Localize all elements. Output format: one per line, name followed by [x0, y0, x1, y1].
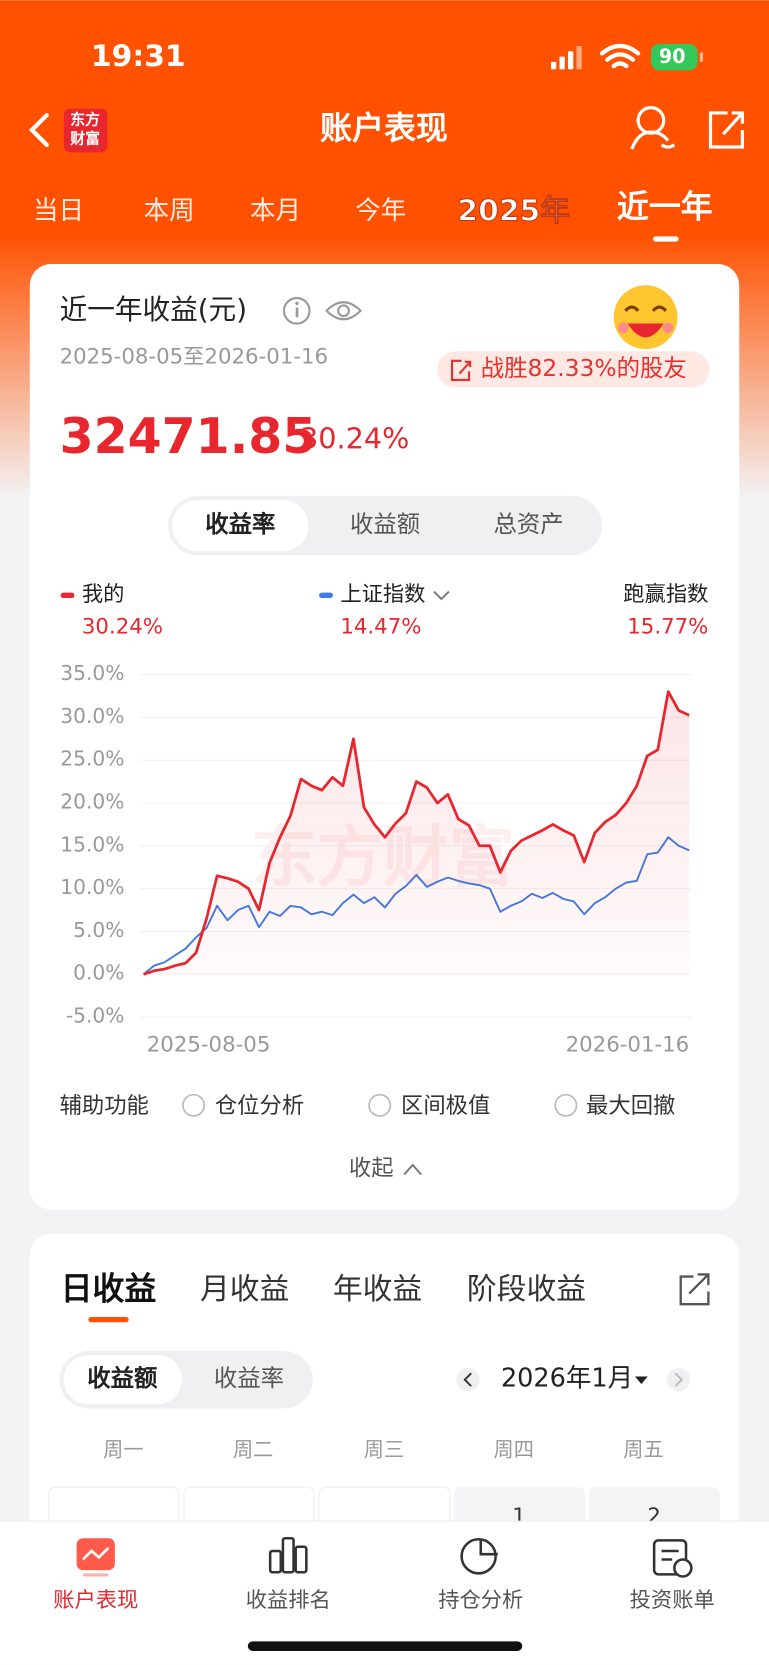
share-icon[interactable]: [679, 1273, 710, 1306]
line: [143, 690, 690, 976]
segment[interactable]: 收益额: [350, 510, 420, 538]
toggle-option[interactable]: 收益率: [214, 1364, 284, 1392]
back-button[interactable]: [28, 112, 49, 147]
period-tab[interactable]: 2025年: [457, 193, 571, 229]
month-dropdown[interactable]: [634, 1376, 648, 1384]
bottom-nav: [0, 1521, 769, 1665]
y-tick-label: 15.0%: [60, 832, 124, 856]
tab-indicator: [653, 236, 679, 242]
helper-label: 辅助功能: [60, 1093, 149, 1119]
period-tab[interactable]: 本周: [144, 196, 195, 226]
area: [143, 691, 690, 975]
battery: [650, 43, 698, 71]
legend-swatch: [60, 592, 75, 598]
return-rate: 30.24%: [300, 422, 409, 456]
battery-tip: [699, 52, 704, 62]
profit-tab[interactable]: 月收益: [200, 1272, 289, 1307]
next-month[interactable]: [666, 1368, 691, 1392]
y-tick-label: 30.0%: [60, 704, 124, 728]
y-tick-label: 10.0%: [60, 875, 124, 899]
wifi: [599, 43, 641, 69]
profit-tab[interactable]: 年收益: [333, 1272, 422, 1307]
segment[interactable]: 收益率: [205, 510, 275, 538]
segment[interactable]: 总资产: [494, 510, 564, 538]
chart: 35.0% 30.0% 25.0% 20.0% 15.0% 10.0% 5.0% 0.0% -5…: [60, 661, 692, 1058]
page-title: 账户表现: [320, 109, 448, 147]
collapse-icon[interactable]: [403, 1163, 422, 1176]
toggle-option[interactable]: 收益额: [87, 1364, 158, 1392]
period-tab[interactable]: 当日: [33, 196, 84, 226]
weekday: 周二: [233, 1437, 273, 1461]
y-tick-label: -5.0%: [66, 1004, 125, 1028]
summary-card: [29, 263, 740, 1210]
weekday: 周四: [494, 1437, 534, 1461]
logo-text: 财富: [70, 130, 100, 148]
legend-swatch: [319, 592, 333, 598]
prev-month[interactable]: [456, 1368, 480, 1392]
tab-indicator: [88, 1316, 129, 1323]
emoji: [613, 285, 678, 350]
period-tab[interactable]: 本月: [250, 196, 301, 226]
battery-level: 90: [659, 45, 686, 68]
helper-option[interactable]: 最大回撤: [586, 1093, 675, 1119]
logo: [63, 108, 108, 153]
y-tick-label: 0.0%: [73, 961, 124, 985]
share-icon[interactable]: [708, 111, 745, 149]
outperform-label: 跑赢指数: [623, 582, 708, 607]
dropdown-icon[interactable]: [433, 590, 450, 601]
nav-label[interactable]: 收益排名: [246, 1588, 331, 1613]
legend-value: 14.47%: [340, 615, 421, 640]
weekday: 周一: [103, 1437, 143, 1461]
profit-tab[interactable]: 阶段收益: [467, 1272, 586, 1307]
y-tick-label: 25.0%: [60, 747, 124, 771]
period-tab-active[interactable]: 近一年: [617, 188, 713, 226]
time: 19:31: [91, 39, 186, 74]
y-tick-label: 20.0%: [60, 789, 124, 813]
month-label[interactable]: 2026年1月: [501, 1364, 633, 1394]
helper-option[interactable]: 仓位分析: [215, 1093, 304, 1119]
toggle-active: [63, 1355, 182, 1405]
legend-value: 30.24%: [82, 615, 163, 640]
weekday: 周三: [364, 1437, 404, 1461]
total-profit: 32471.85: [60, 408, 317, 465]
nav-icon[interactable]: [76, 1538, 115, 1577]
radio[interactable]: [182, 1093, 206, 1117]
eye-icon[interactable]: [325, 301, 363, 321]
nav-label[interactable]: 投资账单: [630, 1588, 715, 1613]
home-indicator: [247, 1641, 523, 1651]
x-tick-label: 2025-08-05: [147, 1033, 271, 1058]
legend-entry: 我的: [82, 582, 125, 607]
summary-title: 近一年收益(元): [60, 293, 247, 326]
profit-tab-active[interactable]: 日收益: [61, 1269, 157, 1307]
user-icon[interactable]: [630, 106, 676, 150]
badge-icon: [450, 359, 472, 381]
x-tick-label: 2026-01-16: [566, 1033, 690, 1058]
signal: [550, 45, 582, 70]
period-tab[interactable]: 今年: [355, 196, 406, 226]
y-tick-label: 5.0%: [73, 918, 124, 942]
helper-option[interactable]: 区间极值: [401, 1093, 490, 1119]
date-range: 2025-08-05至2026-01-16: [60, 345, 328, 370]
nav-label-active[interactable]: 账户表现: [53, 1588, 138, 1613]
next-icon: [674, 1372, 684, 1387]
collapse-button[interactable]: 收起: [349, 1156, 394, 1182]
legend-entry[interactable]: 上证指数: [340, 582, 425, 607]
badge[interactable]: [437, 351, 710, 388]
badge-text: 战胜82.33%的股友: [481, 354, 687, 382]
logo-text: 东方: [70, 110, 100, 128]
nav-icon[interactable]: [652, 1539, 693, 1578]
radio[interactable]: [554, 1093, 578, 1117]
prev-icon: [463, 1372, 472, 1387]
nav-icon[interactable]: [268, 1536, 308, 1574]
info-icon[interactable]: [282, 296, 311, 325]
nav-label[interactable]: 持仓分析: [438, 1588, 523, 1613]
y-tick-label: 35.0%: [60, 661, 124, 685]
weekday: 周五: [623, 1437, 663, 1461]
outperform-value: 15.77%: [627, 615, 708, 640]
segment-active: [172, 500, 309, 552]
radio[interactable]: [368, 1093, 392, 1117]
nav-icon[interactable]: [460, 1538, 498, 1575]
